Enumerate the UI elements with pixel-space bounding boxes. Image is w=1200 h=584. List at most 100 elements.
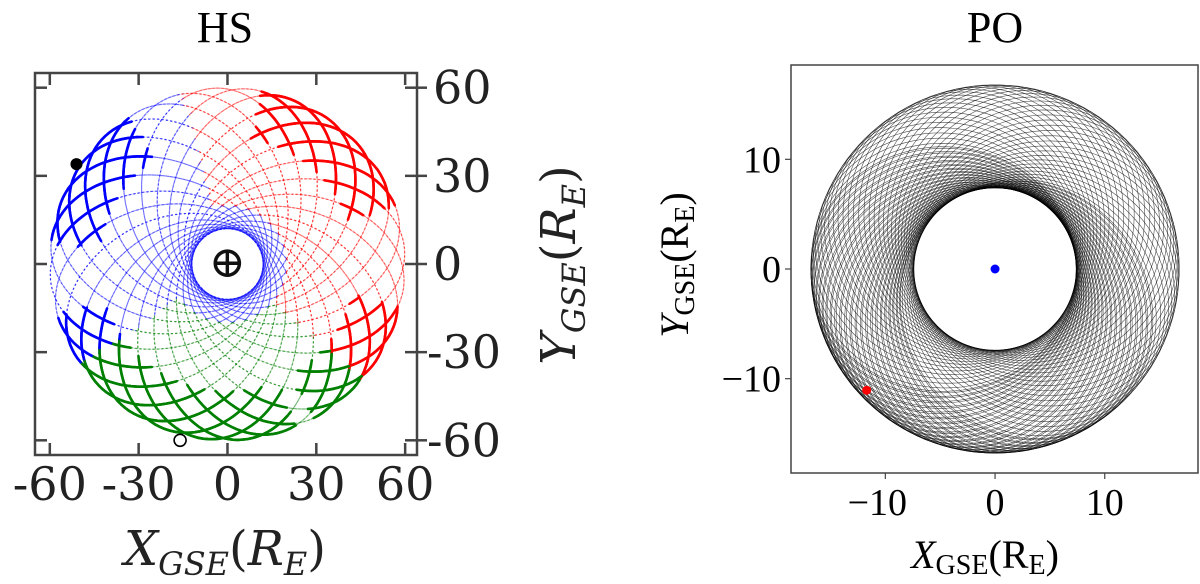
po-orbit-line [813, 161, 1079, 409]
hs-orbit-night-dotted [286, 393, 303, 417]
hs-orbit-dawn-dotted [197, 214, 259, 246]
hs-orbit-night-dotted [125, 321, 234, 350]
po-xlabel-close: ) [1046, 532, 1059, 577]
hs-orbit-dusk-dotted [267, 222, 360, 297]
hs-orbit-dawn-dotted [245, 235, 279, 295]
hs-orbit-dawn-dotted [183, 178, 207, 289]
hs-orbit-dawn-dotted [235, 205, 264, 270]
hs-xtick-label: 60 [376, 457, 435, 511]
hs-ylabel-close: ) [531, 165, 587, 184]
po-xlabel-main: X [909, 532, 937, 577]
po-orbit-line [851, 185, 1100, 449]
hs-xtick-label: -30 [102, 457, 176, 511]
hs-orbit-dusk-dotted [195, 94, 266, 138]
hs-orbit-dawn-dotted [185, 288, 253, 308]
hs-orbit-dawn-dotted [202, 220, 271, 240]
hs-orbit-night-dotted [290, 411, 312, 429]
hs-orbit-dusk-dotted [280, 193, 336, 287]
hs-xlabel-unit: R [247, 521, 284, 577]
hs-orbit-dusk-dotted [269, 222, 362, 301]
hs-orbit-dawn-solid [65, 314, 118, 347]
earth-marker [990, 264, 1000, 274]
hs-orbit-dusk-solid [259, 105, 357, 221]
hs-orbit-dawn-dotted [191, 205, 237, 260]
hs-ytick-label: 60 [433, 61, 492, 115]
po-orbit-line [856, 186, 1104, 451]
po-y-axis-label: YGSE(RE) [652, 192, 701, 338]
hs-ytick-label: 30 [433, 149, 492, 203]
hs-orbit-dusk-solid [348, 299, 356, 306]
hs-orbit-night-dotted [218, 321, 326, 354]
hs-orbit-dawn-dotted [156, 116, 224, 300]
hs-orbit-dawn-dotted [108, 321, 133, 331]
hs-orbit-dawn-dotted [136, 136, 197, 151]
hs-orbit-dawn-dotted [202, 220, 269, 240]
hs-orbit-dawn-solid [83, 120, 133, 238]
po-xlabel-unit: R [1002, 532, 1029, 577]
hs-orbit-dusk-dotted [282, 188, 337, 286]
hs-orbit-dawn-dotted [193, 208, 249, 253]
hs-orbit-dusk-dotted [190, 88, 268, 114]
hs-orbit-dawn-dotted [223, 227, 288, 260]
po-orbit-line [889, 185, 1138, 449]
hs-orbit-night-dotted [199, 306, 269, 393]
po-ticks: −10 0 10 10 0 −10 [722, 139, 1124, 524]
po-orbit-line [906, 173, 1166, 427]
hs-ylabel-unit: R [531, 207, 587, 244]
hs-orbit-dawn-dotted [104, 203, 262, 254]
hs-orbit-dawn-dotted [191, 206, 222, 268]
hs-orbit-night-dotted [293, 415, 319, 425]
hs-orbit-dawn-dotted [134, 174, 210, 190]
hs-orbit-night-dotted [288, 417, 315, 425]
hs-orbit-dusk-dotted [285, 271, 299, 325]
hs-orbit-dusk-solid [281, 139, 391, 210]
hs-orbit-dusk-dotted [201, 111, 262, 161]
hs-orbit-night-dotted [260, 309, 287, 388]
hs-orbit-dusk-dotted [187, 88, 263, 118]
po-ylabel-unit: R [652, 222, 697, 249]
po-title: PO [967, 3, 1023, 52]
po-orbit-line [812, 157, 1078, 404]
hs-orbit-dawn-dotted [127, 103, 188, 119]
po-orbit-line [863, 85, 1110, 351]
hs-orbit-night-dotted [258, 312, 287, 392]
hs-orbit-dawn-dotted [191, 204, 223, 268]
hs-orbit-dusk-dotted [247, 205, 399, 313]
hs-xtick-label: 30 [287, 457, 346, 511]
hs-orbit-night-solid [160, 372, 289, 442]
po-ylabel-unit-sub: E [670, 206, 701, 223]
hs-orbit-dawn-dotted [245, 233, 279, 295]
hs-orbit-night-dotted [255, 312, 285, 316]
hs-orbit-night-solid [117, 337, 260, 435]
hs-orbit-dawn-dotted [208, 224, 279, 235]
hs-orbit-dawn-dotted [194, 282, 258, 314]
hs-orbit-dawn-dotted [177, 159, 209, 294]
hs-orbit-night-solid [312, 368, 351, 420]
hs-orbit-dawn-dotted [132, 94, 179, 135]
hs-orbit-dawn-dotted [147, 97, 184, 150]
earth-icon: ⊕ [209, 237, 246, 288]
hs-orbit-dawn-dotted [196, 282, 258, 314]
hs-orbit-dawn-dotted [187, 193, 210, 283]
hs-orbit-dawn-dotted [98, 236, 173, 302]
hs-orbit-night-dotted [230, 321, 312, 338]
hs-orbit-dawn-dotted [237, 247, 284, 299]
hs-orbit-dusk-dotted [282, 207, 390, 314]
hs-orbit-night-dotted [160, 307, 196, 314]
po-orbit-line [866, 187, 1113, 454]
hs-ylabel-main: Y [531, 329, 587, 365]
hs-orbit-dawn-dotted [50, 234, 84, 308]
po-ylabel-open: ( [652, 249, 697, 262]
hs-orbit-dawn-dotted [107, 208, 247, 304]
hs-orbit-dawn-solid [82, 305, 111, 324]
hs-orbit-dawn-dotted [151, 156, 206, 173]
hs-orbit-dawn-dotted [190, 205, 212, 276]
po-orbit-line [881, 186, 1128, 453]
hs-orbit-night-solid [186, 383, 293, 437]
po-orbit-line [893, 184, 1144, 446]
po-orbit-line [871, 187, 1118, 454]
po-orbit-line [908, 170, 1169, 423]
hs-orbit-dawn-solid [79, 306, 89, 361]
